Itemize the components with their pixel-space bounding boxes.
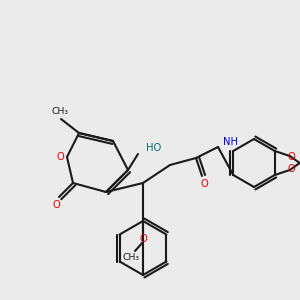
Text: O: O: [52, 200, 60, 210]
Text: O: O: [139, 234, 147, 244]
Text: O: O: [200, 179, 208, 189]
Text: O: O: [56, 152, 64, 162]
Text: O: O: [288, 164, 296, 174]
Text: HO: HO: [146, 143, 161, 153]
Text: O: O: [288, 152, 296, 162]
Text: CH₃: CH₃: [122, 254, 140, 262]
Text: CH₃: CH₃: [52, 106, 68, 116]
Text: NH: NH: [223, 137, 238, 147]
